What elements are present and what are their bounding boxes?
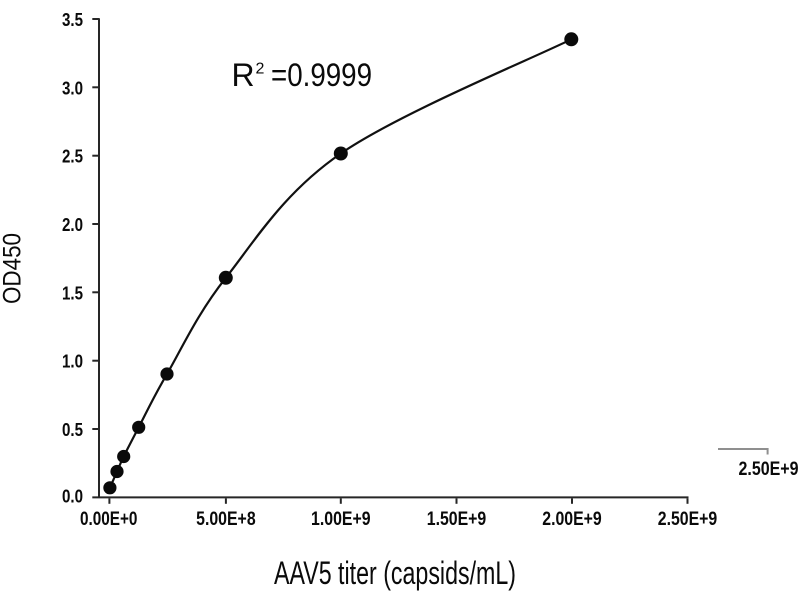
svg-text:1.0: 1.0 xyxy=(62,352,83,372)
svg-text:2.00E+9: 2.00E+9 xyxy=(542,509,602,530)
svg-text:1.5: 1.5 xyxy=(62,283,83,303)
svg-text:OD450: OD450 xyxy=(0,233,27,304)
svg-text:2: 2 xyxy=(256,61,265,78)
svg-text:0.00E+0: 0.00E+0 xyxy=(80,509,138,530)
svg-text:1.00E+9: 1.00E+9 xyxy=(311,509,371,530)
svg-text:5.00E+8: 5.00E+8 xyxy=(196,509,256,530)
svg-text:1.50E+9: 1.50E+9 xyxy=(427,509,487,530)
svg-text:=0.9999: =0.9999 xyxy=(271,57,372,93)
svg-text:AAV5 titer (capsids/mL): AAV5 titer (capsids/mL) xyxy=(274,555,516,591)
svg-text:R: R xyxy=(232,57,255,93)
svg-text:2.50E+9: 2.50E+9 xyxy=(739,459,799,480)
svg-text:2.5: 2.5 xyxy=(62,147,83,167)
svg-text:0.5: 0.5 xyxy=(62,420,83,440)
svg-text:0.0: 0.0 xyxy=(62,487,83,507)
svg-text:3.5: 3.5 xyxy=(62,10,83,30)
svg-text:2.50E+9: 2.50E+9 xyxy=(658,509,718,530)
svg-text:3.0: 3.0 xyxy=(62,78,83,98)
svg-text:2.0: 2.0 xyxy=(62,215,83,235)
